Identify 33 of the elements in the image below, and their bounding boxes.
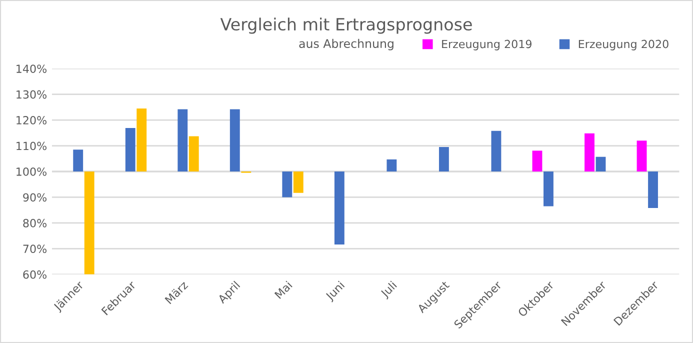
y-tick-label: 140% <box>16 64 46 73</box>
bar <box>334 172 344 245</box>
bar <box>532 150 542 172</box>
bar <box>636 140 647 172</box>
bar <box>73 150 84 172</box>
y-tick-label: 70% <box>23 244 46 254</box>
bar <box>584 133 594 172</box>
chart-subtitle: aus Abrechnung <box>299 38 394 50</box>
legend-label: Erzeugung 2020 <box>578 40 668 50</box>
y-tick-label: 80% <box>23 218 46 228</box>
bar <box>648 172 658 208</box>
y-tick-label: 100% <box>16 167 46 176</box>
y-tick-label: 60% <box>23 270 46 279</box>
bar <box>84 172 94 274</box>
bar <box>282 172 292 198</box>
bar <box>491 130 502 172</box>
chart-title: Vergleich mit Ertragsprognose <box>220 18 472 34</box>
y-tick-label: 90% <box>23 193 46 202</box>
bar <box>596 156 606 172</box>
bar <box>178 109 188 172</box>
bar <box>188 136 199 172</box>
bar <box>438 147 449 172</box>
bar <box>386 159 397 172</box>
bar <box>293 172 304 193</box>
bar <box>230 109 240 172</box>
y-tick-label: 130% <box>16 90 46 99</box>
x-tick-label: Mai <box>274 280 293 300</box>
y-tick-label: 120% <box>16 116 46 124</box>
legend-label: Erzeugung 2019 <box>442 40 532 50</box>
bar <box>136 108 147 172</box>
bar <box>125 128 136 172</box>
y-tick-label: 110% <box>16 142 46 150</box>
bar <box>544 172 554 206</box>
